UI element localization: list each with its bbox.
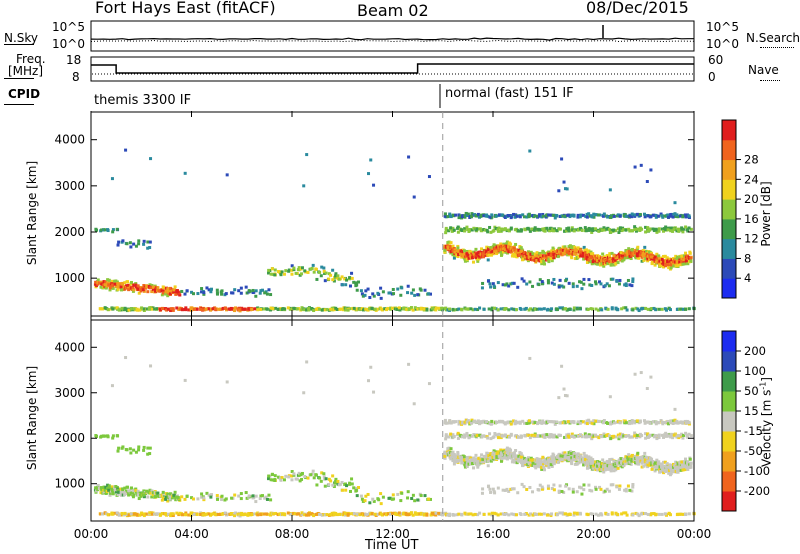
colorbar-segment: [722, 120, 736, 141]
nsky-tick-high: 10^5: [52, 20, 85, 34]
freq-label: Freq.: [16, 52, 46, 66]
colorbar-segment: [722, 199, 736, 220]
colorbar-tick-label: -200: [744, 484, 770, 498]
colorbar-segment: [722, 351, 736, 372]
colorbar-tick-label: 16: [744, 212, 759, 226]
colorbar-segment: [722, 238, 736, 259]
velocity-colorbar: -200 -100 -50 -15 15 50 100 200: [721, 330, 770, 512]
x-tick-label: 12:00: [375, 527, 410, 541]
x-tick-label: 00:00: [677, 527, 712, 541]
nsky-legend-line: [4, 44, 34, 45]
x-tick-label: 16:00: [476, 527, 511, 541]
colorbar-segment: [722, 218, 736, 240]
freq-panel-frame: [90, 56, 695, 82]
y-tick-label: 1000: [54, 477, 85, 491]
colorbar-tick-label: 20: [744, 192, 759, 206]
nave-tick-high: 60: [708, 53, 724, 67]
power-scatter: [93, 148, 696, 313]
colorbar-tick-label: 50: [744, 384, 759, 398]
freq-unit-label: [MHz]: [8, 64, 44, 78]
x-axis: 00:00 04:00 08:00 12:00 16:00 20:00 00:00: [74, 111, 712, 541]
colorbar-tick-label: 28: [744, 153, 759, 167]
nsky-line: [90, 37, 694, 41]
nsearch-legend-line: [760, 47, 794, 48]
colorbar-segment: [722, 451, 736, 472]
y-tick-label: 3000: [54, 179, 85, 193]
cpid-label: CPID: [8, 87, 41, 101]
colorbar-segment: [722, 179, 736, 200]
colorbar-segment: [722, 371, 736, 392]
colorbar-segment: [722, 159, 736, 180]
y-tick-label: 2000: [54, 431, 85, 445]
x-tick-label: 00:00: [74, 527, 109, 541]
colorbar-tick-label: 100: [744, 364, 766, 378]
colorbar-segment: [722, 139, 736, 161]
freq-tick-low: 8: [72, 70, 80, 84]
colorbar-tick-label: -100: [744, 464, 770, 478]
x-tick-label: 04:00: [174, 527, 209, 541]
colorbar-frame: [721, 330, 737, 512]
colorbar-tick-label: 8: [744, 251, 751, 265]
colorbar-tick-label: 4: [744, 271, 751, 285]
y-tick-label: 4000: [54, 133, 85, 147]
nsearch-label: N.Search: [746, 31, 800, 45]
velocity-scatter: [93, 356, 696, 518]
cpid-mode-2: normal (fast) 151 IF: [445, 86, 574, 101]
nsky-label: N.Sky: [4, 31, 39, 45]
freq-legend-line: [4, 78, 34, 79]
colorbar-tick-label: 15: [744, 404, 759, 418]
colorbar-segment: [722, 411, 736, 432]
nave-label: Nave: [748, 63, 779, 77]
power-yaxis: 1000 2000 3000 4000: [54, 133, 694, 285]
velocity-yaxis: 1000 2000 3000 4000: [54, 340, 694, 491]
x-axis-title: Time UT: [365, 538, 419, 553]
nsearch-line: [90, 39, 695, 43]
x-tick-label: 08:00: [275, 527, 310, 541]
y-tick-label: 2000: [54, 225, 85, 239]
cpid-legend-line: [4, 104, 34, 105]
nsearch-tick-low: 10^0: [706, 37, 739, 51]
colorbar-tick-label: 24: [744, 172, 759, 186]
noise-panel-frame: [90, 20, 695, 52]
colorbar-segment: [722, 278, 736, 299]
colorbar-frame: [721, 119, 737, 299]
nsky-tick-low: 10^0: [52, 37, 85, 51]
nsearch-tick-high: 10^5: [706, 20, 739, 34]
colorbar-segment: [722, 491, 736, 512]
colorbar-segment: [722, 258, 736, 279]
colorbar-segment: [722, 471, 736, 492]
colorbar-segment: [722, 391, 736, 412]
x-tick-label: 20:00: [576, 527, 611, 541]
freq-tick-high: 18: [66, 53, 82, 67]
beam-label: Beam 02: [357, 1, 429, 20]
freq-line: [91, 63, 694, 74]
colorbar-segment: [722, 431, 736, 452]
y-tick-label: 1000: [54, 271, 85, 285]
colorbar-tick-label: -15: [744, 424, 763, 438]
nave-legend-line: [760, 80, 780, 81]
y-tick-label: 3000: [54, 386, 85, 400]
power-colorbar: 4 8 12 16 20 24 28: [721, 119, 759, 299]
colorbar-tick-label: -50: [744, 444, 763, 458]
date-label: 08/Dec/2015: [586, 0, 689, 17]
colorbar-segment: [722, 331, 736, 352]
cpid-mode-1: themis 3300 IF: [94, 93, 192, 108]
nave-tick-low: 0: [708, 70, 716, 84]
colorbar-tick-label: 12: [744, 232, 759, 246]
chart-title: Fort Hays East (fitACF): [95, 0, 276, 17]
y-tick-label: 4000: [54, 340, 85, 354]
colorbar-tick-label: 200: [744, 344, 766, 358]
